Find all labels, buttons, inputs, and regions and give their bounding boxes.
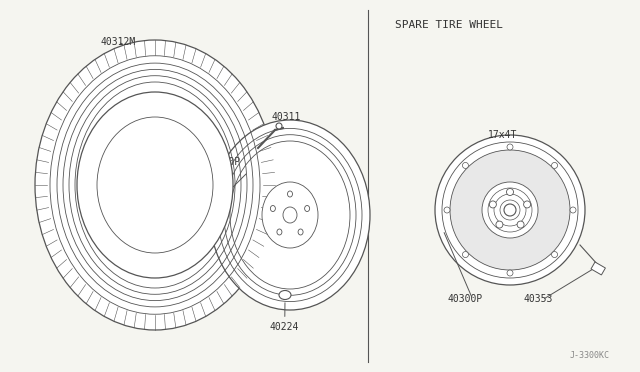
Circle shape (463, 163, 468, 169)
Circle shape (507, 144, 513, 150)
Circle shape (504, 204, 516, 216)
Circle shape (524, 201, 531, 208)
Text: 40224: 40224 (270, 303, 300, 332)
Ellipse shape (210, 120, 370, 310)
Circle shape (490, 201, 497, 208)
Ellipse shape (262, 182, 318, 248)
Text: 40311: 40311 (272, 112, 301, 122)
Ellipse shape (277, 229, 282, 235)
Ellipse shape (283, 207, 297, 223)
Circle shape (463, 251, 468, 257)
Circle shape (482, 182, 538, 238)
Circle shape (570, 207, 576, 213)
Text: 40300P: 40300P (205, 157, 240, 167)
Circle shape (450, 150, 570, 270)
Circle shape (435, 135, 585, 285)
Ellipse shape (298, 229, 303, 235)
Ellipse shape (97, 117, 213, 253)
Circle shape (496, 221, 503, 228)
Text: SPARE TIRE WHEEL: SPARE TIRE WHEEL (395, 20, 503, 30)
Circle shape (552, 251, 557, 257)
Ellipse shape (305, 205, 310, 212)
Ellipse shape (35, 40, 275, 330)
Text: 17x4T: 17x4T (488, 130, 517, 140)
Circle shape (444, 207, 450, 213)
Ellipse shape (279, 291, 291, 299)
Ellipse shape (77, 92, 233, 278)
Text: 40353: 40353 (524, 294, 554, 304)
Ellipse shape (270, 205, 275, 212)
Bar (591, 262, 605, 275)
Ellipse shape (287, 191, 292, 197)
Circle shape (517, 221, 524, 228)
Text: J-3300KC: J-3300KC (570, 351, 610, 360)
Circle shape (506, 189, 513, 196)
Text: 40300P: 40300P (448, 294, 483, 304)
Circle shape (276, 123, 282, 129)
Text: 40312M: 40312M (100, 37, 135, 47)
Circle shape (552, 163, 557, 169)
Circle shape (507, 270, 513, 276)
